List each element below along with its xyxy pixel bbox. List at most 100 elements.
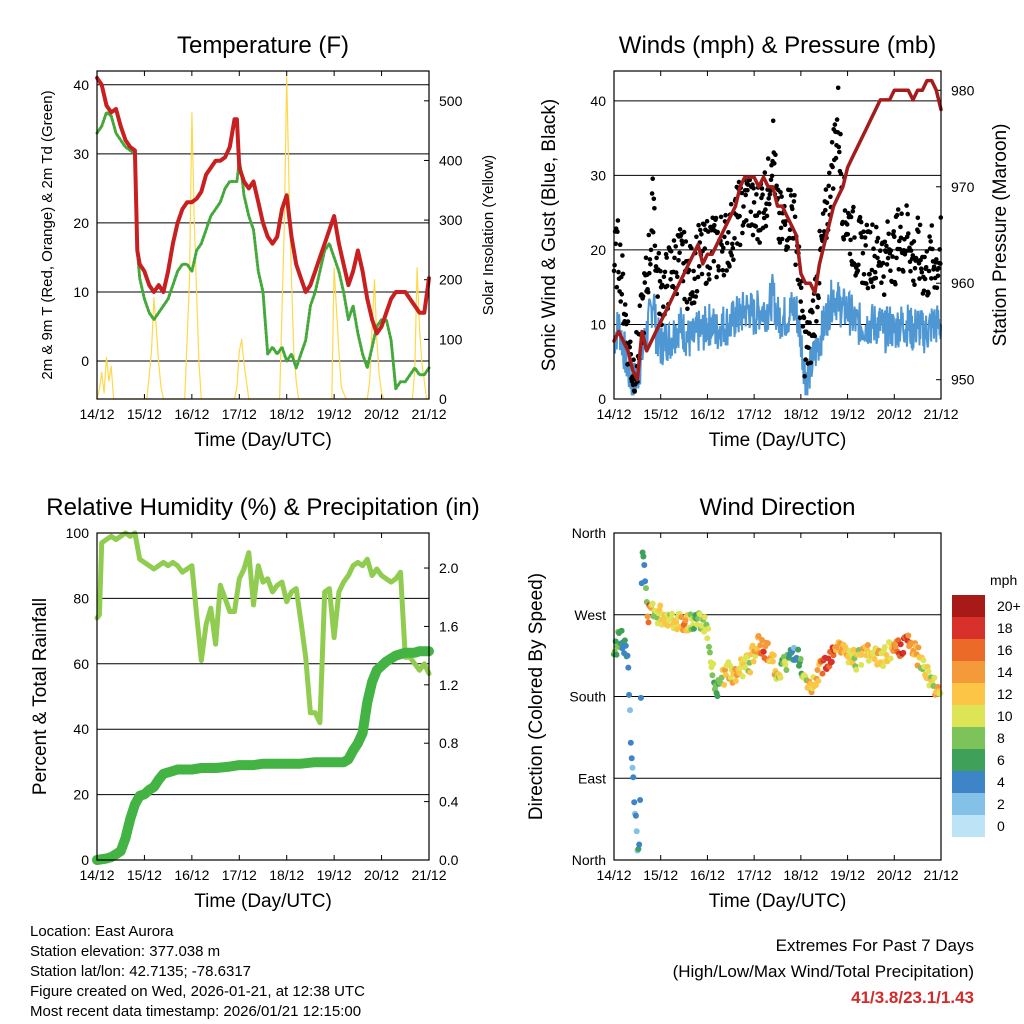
direction-point [864,642,871,648]
y-tick-label: 40 [73,77,89,93]
gust-point [833,155,839,161]
gust-point [935,273,941,279]
gust-point [645,289,651,295]
gust-point [767,192,773,197]
gust-point [899,211,904,216]
plot-frame [96,70,430,400]
gust-point [890,254,895,259]
gust-point [723,212,728,218]
x-tick-label: 17/12 [737,867,772,883]
chart-title: Winds (mph) & Pressure (mb) [619,32,936,59]
gust-point [699,271,705,277]
gust-point [872,269,878,275]
gust-point [898,224,903,230]
gust-point [912,282,917,288]
gust-point [880,260,886,266]
gust-point [696,222,701,228]
gust-point [905,211,910,217]
direction-point [931,674,938,681]
gust-point [777,210,782,216]
x-tick-label: 15/12 [127,406,162,422]
colorbar-swatch [952,617,985,639]
y-axis-label: Percent & Total Rainfall [30,598,51,795]
gust-point [743,192,748,198]
gust-point [681,229,687,235]
direction-point [760,648,767,655]
station-info: Location: East Aurora Station elevation:… [30,922,365,1022]
latlon-text: Station lat/lon: 42.7135; -78.6317 [30,963,252,980]
gust-point [649,191,655,196]
colorbar-label: 20+ [997,598,1021,614]
direction-point [769,658,776,665]
gust-point [754,192,759,197]
gust-point [659,282,665,288]
gust-point [692,276,697,282]
gust-point [767,201,772,207]
direction-point [883,652,890,658]
plot-frame [613,70,942,400]
gust-point [864,222,870,228]
gust-point [652,243,658,249]
extremes-title: Extremes For Past 7 Days [775,936,974,955]
direction-point [630,774,637,781]
colorbar-label: 0 [997,818,1005,834]
gust-point [928,239,933,244]
y-tick-label: 20 [590,242,606,258]
y2-tick-label: 970 [951,179,975,195]
colorbar-label: 12 [997,686,1013,702]
gust-point [716,268,722,273]
gust-point [687,296,692,302]
gust-point [724,268,729,273]
y-tick-label: North [572,852,606,868]
gust-point [707,277,712,282]
direction-point [706,643,712,650]
gust-point [870,284,876,290]
gust-point [871,246,876,251]
direction-point [690,625,697,632]
gust-point [745,182,751,187]
gust-point [679,238,685,243]
gust-point [763,207,768,212]
gust-point [716,264,721,269]
y2-tick-label: 950 [951,372,975,388]
gust-point [837,149,842,155]
direction-point [937,690,944,697]
gust-point [713,215,719,221]
gust-point [654,255,659,261]
gust-point [741,204,746,209]
gust-point [828,194,833,200]
x-tick-label: 15/12 [127,867,162,883]
direction-point [636,841,643,848]
x-tick-label: 14/12 [596,406,631,422]
gust-point [706,272,711,277]
gust-point [751,200,757,205]
gust-point [648,262,653,267]
y2-tick-label: 1.2 [439,677,459,693]
y2-tick-label: 0 [439,391,447,407]
colorbar-swatch [952,705,985,727]
direction-point [871,656,878,663]
direction-point [642,578,649,585]
gust-point [812,333,817,339]
colorbar-swatch [952,683,985,705]
gust-point [779,236,785,242]
colorbar-swatch [952,749,985,771]
colorbar-title: mph [990,572,1017,588]
x-tick-label: 20/12 [877,406,912,422]
gust-point [702,246,708,251]
gust-point [618,299,623,304]
direction-point [637,694,644,701]
direction-point [900,649,907,656]
gust-point [693,294,699,299]
gust-point [862,235,868,240]
gust-point [841,237,847,242]
gust-point [658,268,663,274]
gust-point [675,274,680,280]
gust-point [732,236,737,241]
gust-point [911,239,917,244]
gust-point [888,248,894,253]
gust-point [832,122,838,127]
colorbar-label: 16 [997,642,1013,658]
precipitation-line [92,646,434,865]
gust-point [906,231,911,236]
